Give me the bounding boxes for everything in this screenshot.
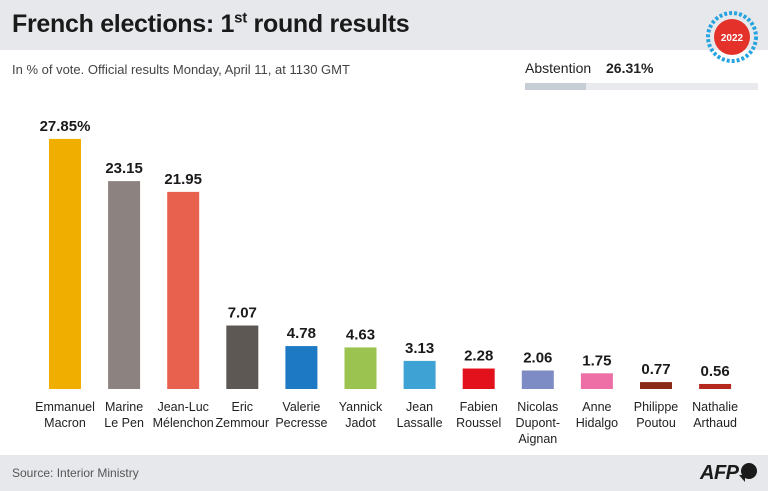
bar-value-label-1: 23.15: [105, 160, 143, 177]
afp-logo-bubble-icon: [741, 463, 757, 479]
category-label-6-1: Lassalle: [397, 416, 443, 430]
footer-band: Source: Interior Ministry AFP: [0, 455, 768, 491]
bar-9: [580, 373, 613, 389]
election-2022-badge: 2022: [706, 11, 758, 63]
abstention-label: Abstention: [525, 60, 592, 76]
category-label-9-0: Anne: [582, 400, 611, 414]
header-band: French elections: 1st round results: [0, 0, 768, 50]
category-label-3-1: Zemmour: [216, 416, 269, 430]
badge-disc: [714, 19, 750, 55]
category-label-11-0: Nathalie: [692, 400, 738, 414]
bar-value-label-11: 0.56: [700, 363, 729, 380]
category-label-4-1: Pecresse: [275, 416, 327, 430]
category-label-9-1: Hidalgo: [576, 416, 618, 430]
afp-logo: AFP: [700, 462, 739, 484]
bar-value-label-4: 4.78: [287, 325, 316, 342]
category-label-10-1: Poutou: [636, 416, 676, 430]
bar-7: [462, 368, 495, 389]
category-label-8-1: Dupont-: [516, 416, 560, 430]
bar-value-label-2: 21.95: [164, 171, 202, 188]
category-label-5-1: Jadot: [345, 416, 376, 430]
category-label-8-0: Nicolas: [517, 400, 558, 414]
bar-1: [108, 181, 141, 389]
bar-11: [699, 383, 732, 389]
bar-value-label-5: 4.63: [346, 326, 375, 343]
category-label-0-0: Emmanuel: [35, 400, 95, 414]
bar-3: [226, 325, 259, 389]
bar-value-label-7: 2.28: [464, 348, 493, 365]
bar-value-label-6: 3.13: [405, 340, 434, 357]
category-label-11-1: Arthaud: [693, 416, 737, 430]
badge-ring: [706, 11, 758, 63]
bar-10: [640, 382, 672, 389]
bar-value-label-0: 27.85%: [40, 118, 91, 135]
category-label-2-1: Mélenchon: [153, 416, 214, 430]
abstention-bar-fill: [525, 83, 587, 90]
category-label-4-0: Valerie: [282, 400, 320, 414]
category-label-5-0: Yannick: [339, 400, 383, 414]
bar-value-label-3: 7.07: [228, 305, 257, 322]
category-label-0-1: Macron: [44, 416, 86, 430]
category-label-8-2: Aignan: [518, 432, 557, 446]
category-label-2-0: Jean-Luc: [157, 400, 208, 414]
bar-6: [403, 360, 436, 389]
category-label-7-1: Roussel: [456, 416, 501, 430]
badge-year: 2022: [721, 33, 744, 44]
category-label-1-1: Le Pen: [104, 416, 144, 430]
category-label-10-0: Philippe: [634, 400, 679, 414]
bar-chart: 27.85% Emmanuel Macron 23.15 Marine Le Pen 21.…: [35, 118, 738, 446]
abstention-bar-track: [525, 83, 758, 90]
afp-logo-tail-icon: [739, 475, 745, 482]
bar-5: [344, 347, 377, 389]
category-label-1-0: Marine: [105, 400, 143, 414]
category-label-3-0: Eric: [232, 400, 254, 414]
bar-8: [521, 370, 554, 389]
chart-title: French elections: 1st round results: [12, 9, 410, 38]
bar-4: [285, 346, 318, 389]
chart-subtitle: In % of vote. Official results Monday, A…: [12, 62, 350, 77]
category-label-6-0: Jean: [406, 400, 433, 414]
bar-2: [167, 191, 200, 389]
bar-0: [49, 138, 81, 389]
source-note: Source: Interior Ministry: [12, 466, 139, 480]
bar-value-label-10: 0.77: [641, 361, 670, 378]
bar-value-label-8: 2.06: [523, 350, 552, 367]
abstention-value: 26.31%: [606, 60, 654, 76]
category-label-7-0: Fabien: [460, 400, 498, 414]
bar-value-label-9: 1.75: [582, 352, 611, 369]
